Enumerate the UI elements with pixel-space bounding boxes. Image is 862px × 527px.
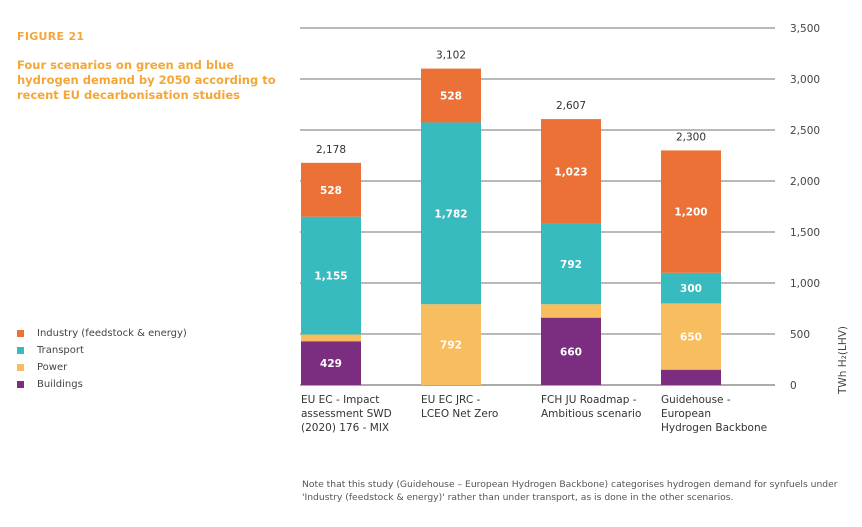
legend-item: Industry (feedstock & energy): [17, 325, 187, 342]
bar-total-label: 3,102: [436, 50, 466, 62]
bar-segment-transport: [301, 216, 361, 335]
bar-segment-transport: [661, 272, 721, 304]
segment-value-label: 792: [560, 259, 582, 271]
category-label: assessment SWD: [301, 408, 392, 420]
y-tick-label: 0: [790, 380, 797, 392]
category-label: Ambitious scenario: [541, 408, 641, 420]
figure-title: Four scenarios on green and blue hydroge…: [17, 58, 276, 102]
segment-value-label: 660: [560, 346, 582, 358]
bar-segment-transport: [541, 223, 601, 305]
legend-swatch: [17, 364, 24, 371]
bar-segment-industry: [301, 162, 361, 217]
segment-value-label: 528: [440, 91, 462, 103]
bar-segment-buildings: [661, 369, 721, 385]
category-label: European: [661, 408, 711, 420]
segment-value-label: 792: [440, 340, 462, 352]
segment-value-label: 429: [320, 358, 342, 370]
legend-item: Buildings: [17, 376, 187, 393]
y-tick-label: 2,500: [790, 125, 820, 137]
category-label: Hydrogen Backbone: [661, 422, 767, 434]
bar-segment-industry: [661, 150, 721, 273]
bar-total-label: 2,300: [676, 131, 706, 143]
y-tick-label: 3,500: [790, 23, 820, 35]
segment-value-label: 1,023: [554, 166, 587, 178]
category-label: FCH JU Roadmap -: [541, 394, 637, 406]
chart-legend: Industry (feedstock & energy) Transport Po…: [17, 325, 187, 393]
bar-total-label: 2,178: [316, 144, 346, 156]
segment-value-label: 650: [680, 332, 702, 344]
segment-value-label: 528: [320, 185, 342, 197]
category-label: LCEO Net Zero: [421, 408, 498, 420]
bar-segment-industry: [421, 68, 481, 123]
figure-label: FIGURE 21: [17, 30, 85, 43]
bar-segment-buildings: [541, 317, 601, 385]
bar-segment-transport: [421, 122, 481, 305]
legend-label: Transport: [37, 345, 84, 356]
y-axis-label: TWh H₂(LHV): [837, 326, 849, 395]
figure-note: Note that this study (Guidehouse – Europ…: [302, 479, 838, 503]
bar-segment-buildings: [301, 341, 361, 385]
bar-segment-power: [301, 334, 361, 342]
category-label: EU EC JRC -: [421, 394, 480, 406]
legend-item: Transport: [17, 342, 187, 359]
bar-segment-power: [421, 304, 481, 385]
segment-value-label: 1,200: [674, 207, 707, 219]
legend-swatch: [17, 330, 24, 337]
category-label: (2020) 176 - MIX: [301, 422, 389, 434]
legend-label: Buildings: [37, 379, 83, 390]
y-tick-label: 1,000: [790, 278, 820, 290]
bar-segment-power: [541, 304, 601, 318]
segment-value-label: 300: [680, 283, 702, 295]
legend-swatch: [17, 347, 24, 354]
y-tick-label: 500: [790, 329, 810, 341]
y-tick-label: 2,000: [790, 176, 820, 188]
category-label: Guidehouse -: [661, 394, 731, 406]
y-tick-label: 1,500: [790, 227, 820, 239]
segment-value-label: 1,155: [314, 271, 347, 283]
bar-segment-power: [661, 303, 721, 370]
legend-label: Industry (feedstock & energy): [37, 328, 187, 339]
category-label: EU EC - Impact: [301, 394, 379, 406]
y-tick-label: 3,000: [790, 74, 820, 86]
legend-label: Power: [37, 362, 68, 373]
legend-item: Power: [17, 359, 187, 376]
legend-swatch: [17, 381, 24, 388]
bar-segment-industry: [541, 119, 601, 224]
segment-value-label: 1,782: [434, 208, 467, 220]
bar-total-label: 2,607: [556, 100, 586, 112]
